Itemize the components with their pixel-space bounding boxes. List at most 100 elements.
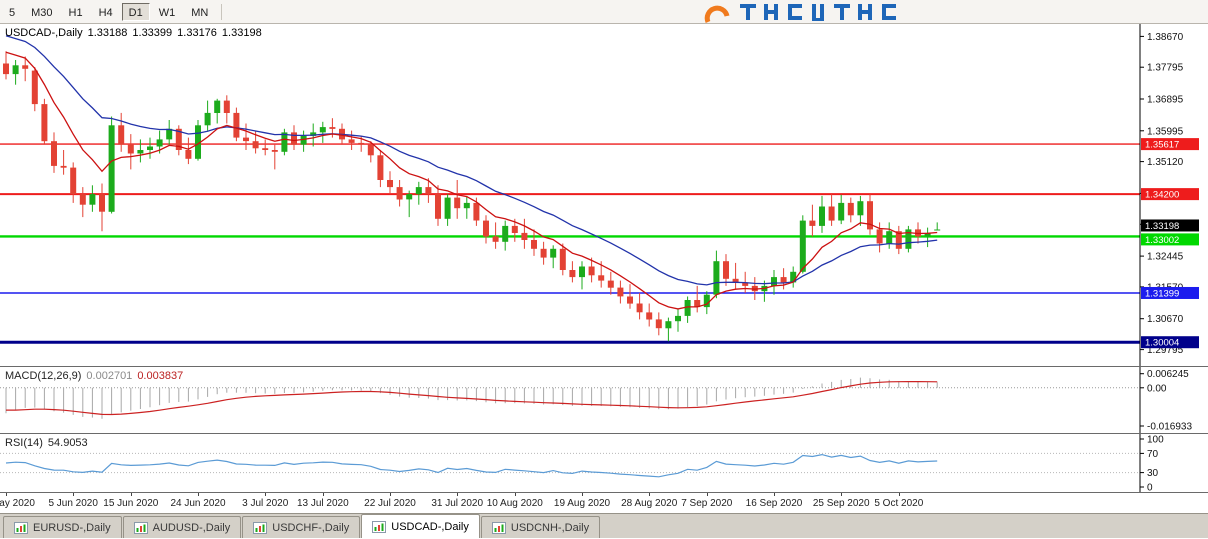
timeframe-button-H4[interactable]: H4 [98,6,113,19]
chart-ohlc-readout: USDCAD-,Daily 1.33188 1.33399 1.33176 1.3319… [5,27,267,39]
rsi-readout: RSI(14) 54.9053 [5,437,93,449]
tab-label: AUDUSD-,Daily [152,521,231,534]
date-label: 25 Sep 2020 [812,498,870,509]
date-label: 28 Aug 2020 [621,498,678,509]
svg-text:1.31399: 1.31399 [1145,288,1179,299]
price-axis-label: 1.37795 [1147,63,1184,74]
macd-axis[interactable]: 0.006245 0.00 -0.016933 [1139,367,1192,433]
timeframe-toolbar: 5 M30 H1 H4 D1 W1 MN [0,0,1208,24]
tab-label: USDCNH-,Daily [510,521,590,534]
rsi-axis[interactable]: 100 70 30 0 [1139,434,1164,493]
price-axis-label: 1.30670 [1147,314,1184,325]
price-axis-label: 1.38670 [1147,32,1184,43]
price-badge: 1.35617 [1141,138,1199,151]
price-chart-panel[interactable]: 1.38670 1.37795 1.36895 1.35995 1.35120 1.342… [0,24,1208,366]
horizontal-level-lines[interactable] [0,143,1140,344]
date-label: 19 Aug 2020 [553,498,611,509]
toolbar-separator [221,3,223,20]
date-tick [706,493,708,496]
date-label: 27 May 2020 [0,498,35,509]
tab-label: USDCHF-,Daily [272,521,350,534]
date-label: 10 Aug 2020 [486,498,543,509]
date-label: 13 Jul 2020 [296,498,349,509]
tab-AUDUSDDaily[interactable]: AUDUSD-,Daily [122,516,242,538]
broker-logo [700,0,915,24]
macd-signal-line [6,381,938,416]
chart-tab-icon [491,521,506,534]
ohlc-low: 1.33176 [177,27,217,39]
tab-USDCADDaily[interactable]: USDCAD-,Daily [361,514,480,538]
price-axis-label: 1.36895 [1147,95,1184,106]
logo-glyphs [740,4,896,21]
chart-tabs-bar: EURUSD-,Daily AUDUSD-,Daily USDCHF-,Daily U… [0,513,1208,538]
rsi-line [5,453,938,478]
date-axis[interactable]: 27 May 2020 5 Jun 2020 15 Jun 2020 24 Jun 2… [0,492,1208,513]
date-tick [73,493,75,496]
timeframe-button-group: 5 M30 H1 H4 D1 W1 MN [0,2,215,21]
chart-symbol-label: USDCAD-,Daily [5,27,83,39]
rsi-label: RSI(14) [5,437,43,449]
svg-text:1.33002: 1.33002 [1145,235,1179,246]
logo-swoosh [704,5,730,23]
price-axis-label: 1.32445 [1147,252,1184,263]
price-axis[interactable]: 1.38670 1.37795 1.36895 1.35995 1.35120 1.342… [1139,24,1199,366]
macd-axis-label: 0.006245 [1147,369,1189,380]
ma-slow-line [5,35,938,286]
chart-tab-icon [14,521,28,534]
timeframe-button-MN[interactable]: MN [191,6,209,19]
ma-fast-line [5,51,938,310]
date-label: 31 Jul 2020 [431,498,484,509]
rsi-axis-label: 70 [1147,449,1159,460]
date-tick [774,493,775,496]
ohlc-high: 1.33399 [132,27,173,39]
date-tick [130,493,132,496]
date-tick [457,493,459,496]
price-badge: 1.30004 [1141,336,1199,349]
timeframe-button-M30[interactable]: M30 [31,6,53,19]
date-tick [390,493,391,496]
date-tick [322,493,324,496]
rsi-axis-label: 0 [1147,483,1153,493]
tab-EURUSDDaily[interactable]: EURUSD-,Daily [3,516,122,538]
macd-readout: MACD(12,26,9) 0.002701 0.003837 [5,370,188,382]
tab-USDCNHDaily[interactable]: USDCNH-,Daily [480,516,601,538]
price-axis-label: 1.35120 [1147,157,1184,168]
macd-indicator-panel[interactable]: 0.006245 0.00 -0.016933 MACD(12,26,9) 0.002… [0,366,1208,433]
candles [3,51,941,342]
tab-label: EURUSD-,Daily [33,521,111,534]
date-label: 3 Jul 2020 [242,498,289,509]
date-tick [514,493,516,496]
date-label: 15 Jun 2020 [103,498,159,509]
date-tick [582,493,583,496]
macd-signal-value: 0.003837 [137,370,184,382]
date-label: 24 Jun 2020 [170,498,226,509]
ohlc-open: 1.33188 [87,27,128,39]
price-badge: 1.34200 [1141,188,1199,201]
date-tick [649,493,651,496]
timeframe-button-5[interactable]: 5 [9,6,16,19]
chart-tab-icon [372,520,387,533]
ohlc-close: 1.33198 [221,27,262,39]
date-tick [6,493,7,496]
svg-text:1.30004: 1.30004 [1145,338,1179,349]
date-label: 7 Sep 2020 [681,498,733,509]
macd-axis-label: 0.00 [1147,383,1167,394]
date-tick [898,493,900,496]
date-tick [841,493,843,496]
date-label: 5 Jun 2020 [48,498,98,509]
macd-main-value: 0.002701 [86,370,133,382]
tab-label: USDCAD-,Daily [391,520,469,533]
timeframe-button-W1[interactable]: W1 [158,6,176,19]
svg-text:1.34200: 1.34200 [1145,190,1179,201]
macd-axis-label: -0.016933 [1147,422,1192,433]
tab-USDCHFDaily[interactable]: USDCHF-,Daily [242,516,361,538]
price-badge: 1.33198 [1141,219,1199,232]
rsi-indicator-panel[interactable]: 100 70 30 0 RSI(14) 54.9053 [0,433,1208,492]
macd-label: MACD(12,26,9) [5,370,82,382]
timeframe-button-H1[interactable]: H1 [68,6,83,19]
chart-tab-icon [133,521,148,534]
date-label: 16 Sep 2020 [745,498,803,509]
timeframe-button-D1[interactable]: D1 [121,2,150,21]
date-label: 5 Oct 2020 [874,498,924,509]
rsi-axis-label: 100 [1147,435,1164,446]
